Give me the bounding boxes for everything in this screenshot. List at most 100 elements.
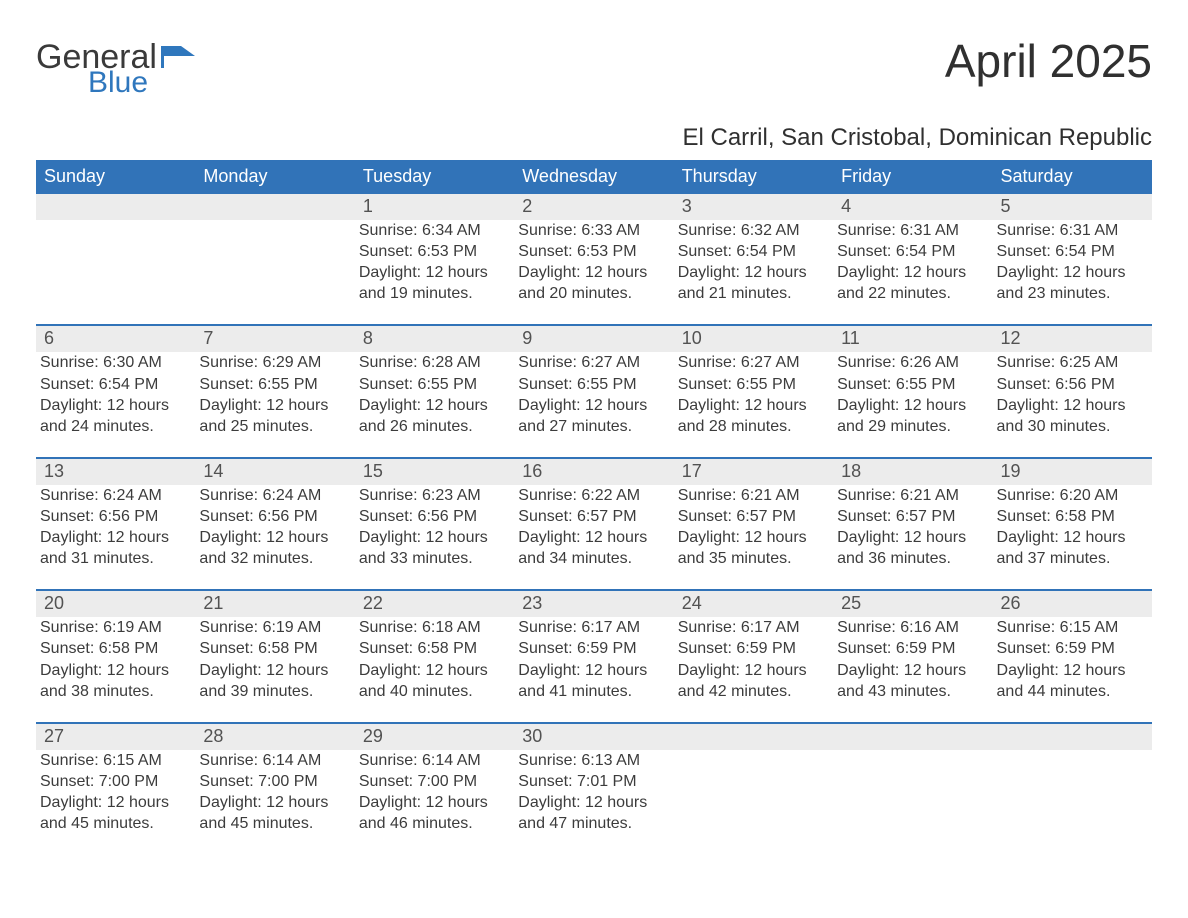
day-of-week-cell: Monday xyxy=(195,160,354,194)
calendar-day-cell: Sunrise: 6:21 AMSunset: 6:57 PMDaylight:… xyxy=(833,485,992,577)
calendar-day-cell: Sunrise: 6:27 AMSunset: 6:55 PMDaylight:… xyxy=(674,352,833,444)
day-details: Sunrise: 6:24 AMSunset: 6:56 PMDaylight:… xyxy=(199,485,348,569)
calendar-day-cell: Sunrise: 6:15 AMSunset: 7:00 PMDaylight:… xyxy=(36,750,195,842)
calendar-day-cell: Sunrise: 6:15 AMSunset: 6:59 PMDaylight:… xyxy=(993,617,1152,709)
calendar-day-cell: Sunrise: 6:27 AMSunset: 6:55 PMDaylight:… xyxy=(514,352,673,444)
calendar-day-cell: Sunrise: 6:25 AMSunset: 6:56 PMDaylight:… xyxy=(993,352,1152,444)
day-number xyxy=(993,724,1152,750)
day-number: 29 xyxy=(355,724,514,750)
day-number: 16 xyxy=(514,459,673,485)
daynum-row: 12345 xyxy=(36,194,1152,220)
day-of-week-cell: Tuesday xyxy=(355,160,514,194)
calendar-day-cell: Sunrise: 6:31 AMSunset: 6:54 PMDaylight:… xyxy=(993,220,1152,312)
calendar-day-cell xyxy=(195,220,354,312)
day-details: Sunrise: 6:15 AMSunset: 6:59 PMDaylight:… xyxy=(997,617,1146,701)
daynum-row: 13141516171819 xyxy=(36,459,1152,485)
day-details: Sunrise: 6:34 AMSunset: 6:53 PMDaylight:… xyxy=(359,220,508,304)
calendar-day-cell xyxy=(674,750,833,842)
day-number: 27 xyxy=(36,724,195,750)
day-of-week-cell: Wednesday xyxy=(514,160,673,194)
day-number: 11 xyxy=(833,326,992,352)
day-details: Sunrise: 6:21 AMSunset: 6:57 PMDaylight:… xyxy=(837,485,986,569)
day-details: Sunrise: 6:15 AMSunset: 7:00 PMDaylight:… xyxy=(40,750,189,834)
calendar-day-cell: Sunrise: 6:14 AMSunset: 7:00 PMDaylight:… xyxy=(355,750,514,842)
day-details: Sunrise: 6:14 AMSunset: 7:00 PMDaylight:… xyxy=(359,750,508,834)
day-number: 23 xyxy=(514,591,673,617)
day-number: 20 xyxy=(36,591,195,617)
day-number: 4 xyxy=(833,194,992,220)
day-details: Sunrise: 6:19 AMSunset: 6:58 PMDaylight:… xyxy=(40,617,189,701)
day-details: Sunrise: 6:25 AMSunset: 6:56 PMDaylight:… xyxy=(997,352,1146,436)
day-details: Sunrise: 6:31 AMSunset: 6:54 PMDaylight:… xyxy=(997,220,1146,304)
calendar-day-cell: Sunrise: 6:14 AMSunset: 7:00 PMDaylight:… xyxy=(195,750,354,842)
day-details: Sunrise: 6:16 AMSunset: 6:59 PMDaylight:… xyxy=(837,617,986,701)
day-number: 26 xyxy=(993,591,1152,617)
calendar-day-cell: Sunrise: 6:24 AMSunset: 6:56 PMDaylight:… xyxy=(195,485,354,577)
calendar-day-cell: Sunrise: 6:16 AMSunset: 6:59 PMDaylight:… xyxy=(833,617,992,709)
calendar-day-cell: Sunrise: 6:28 AMSunset: 6:55 PMDaylight:… xyxy=(355,352,514,444)
calendar-day-cell: Sunrise: 6:32 AMSunset: 6:54 PMDaylight:… xyxy=(674,220,833,312)
day-details: Sunrise: 6:19 AMSunset: 6:58 PMDaylight:… xyxy=(199,617,348,701)
day-number: 1 xyxy=(355,194,514,220)
day-number: 17 xyxy=(674,459,833,485)
day-details: Sunrise: 6:20 AMSunset: 6:58 PMDaylight:… xyxy=(997,485,1146,569)
day-details: Sunrise: 6:27 AMSunset: 6:55 PMDaylight:… xyxy=(678,352,827,436)
calendar-day-cell: Sunrise: 6:24 AMSunset: 6:56 PMDaylight:… xyxy=(36,485,195,577)
calendar-day-cell: Sunrise: 6:26 AMSunset: 6:55 PMDaylight:… xyxy=(833,352,992,444)
calendar-day-cell: Sunrise: 6:19 AMSunset: 6:58 PMDaylight:… xyxy=(36,617,195,709)
day-number: 12 xyxy=(993,326,1152,352)
day-number: 22 xyxy=(355,591,514,617)
day-details: Sunrise: 6:26 AMSunset: 6:55 PMDaylight:… xyxy=(837,352,986,436)
day-details: Sunrise: 6:31 AMSunset: 6:54 PMDaylight:… xyxy=(837,220,986,304)
calendar-day-cell xyxy=(993,750,1152,842)
daynum-row: 6789101112 xyxy=(36,326,1152,352)
calendar-day-cell: Sunrise: 6:31 AMSunset: 6:54 PMDaylight:… xyxy=(833,220,992,312)
day-of-week-header: SundayMondayTuesdayWednesdayThursdayFrid… xyxy=(36,160,1152,194)
day-details: Sunrise: 6:24 AMSunset: 6:56 PMDaylight:… xyxy=(40,485,189,569)
calendar-day-cell: Sunrise: 6:30 AMSunset: 6:54 PMDaylight:… xyxy=(36,352,195,444)
day-number: 5 xyxy=(993,194,1152,220)
day-number: 7 xyxy=(195,326,354,352)
day-number: 21 xyxy=(195,591,354,617)
day-number: 14 xyxy=(195,459,354,485)
day-number: 18 xyxy=(833,459,992,485)
daynum-row: 27282930 xyxy=(36,724,1152,750)
day-number: 28 xyxy=(195,724,354,750)
calendar-day-cell: Sunrise: 6:29 AMSunset: 6:55 PMDaylight:… xyxy=(195,352,354,444)
calendar-day-cell: Sunrise: 6:33 AMSunset: 6:53 PMDaylight:… xyxy=(514,220,673,312)
logo-word-blue: Blue xyxy=(88,68,157,98)
day-number: 8 xyxy=(355,326,514,352)
day-details: Sunrise: 6:30 AMSunset: 6:54 PMDaylight:… xyxy=(40,352,189,436)
logo-flag-icon xyxy=(161,40,195,75)
day-details: Sunrise: 6:28 AMSunset: 6:55 PMDaylight:… xyxy=(359,352,508,436)
day-number: 2 xyxy=(514,194,673,220)
calendar-day-cell: Sunrise: 6:20 AMSunset: 6:58 PMDaylight:… xyxy=(993,485,1152,577)
day-of-week-cell: Saturday xyxy=(993,160,1152,194)
day-number: 3 xyxy=(674,194,833,220)
day-details: Sunrise: 6:14 AMSunset: 7:00 PMDaylight:… xyxy=(199,750,348,834)
day-number: 6 xyxy=(36,326,195,352)
calendar-day-cell: Sunrise: 6:17 AMSunset: 6:59 PMDaylight:… xyxy=(514,617,673,709)
day-number xyxy=(674,724,833,750)
page-title: April 2025 xyxy=(945,34,1152,88)
day-details: Sunrise: 6:13 AMSunset: 7:01 PMDaylight:… xyxy=(518,750,667,834)
day-number: 9 xyxy=(514,326,673,352)
day-of-week-cell: Thursday xyxy=(674,160,833,194)
logo: General Blue xyxy=(36,40,195,98)
calendar-day-cell: Sunrise: 6:17 AMSunset: 6:59 PMDaylight:… xyxy=(674,617,833,709)
calendar-day-cell xyxy=(36,220,195,312)
day-number xyxy=(36,194,195,220)
daynum-row: 20212223242526 xyxy=(36,591,1152,617)
calendar-day-cell xyxy=(833,750,992,842)
calendar-day-cell: Sunrise: 6:22 AMSunset: 6:57 PMDaylight:… xyxy=(514,485,673,577)
day-number: 25 xyxy=(833,591,992,617)
day-number: 13 xyxy=(36,459,195,485)
day-number: 19 xyxy=(993,459,1152,485)
calendar-day-cell: Sunrise: 6:13 AMSunset: 7:01 PMDaylight:… xyxy=(514,750,673,842)
day-number xyxy=(195,194,354,220)
day-details: Sunrise: 6:17 AMSunset: 6:59 PMDaylight:… xyxy=(678,617,827,701)
day-details: Sunrise: 6:33 AMSunset: 6:53 PMDaylight:… xyxy=(518,220,667,304)
day-details: Sunrise: 6:23 AMSunset: 6:56 PMDaylight:… xyxy=(359,485,508,569)
day-details: Sunrise: 6:17 AMSunset: 6:59 PMDaylight:… xyxy=(518,617,667,701)
day-of-week-cell: Sunday xyxy=(36,160,195,194)
